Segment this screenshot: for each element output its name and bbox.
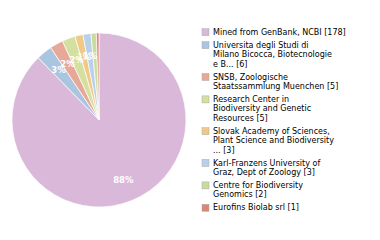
legend-item: Centre for BiodiversityGenomics [2] [202,181,303,199]
legend-label: Eurofins Biolab srl [1] [213,203,299,212]
legend-swatch [202,160,209,167]
legend-item: Slovak Academy of Sciences,Plant Science… [202,127,334,155]
pie-slice [96,33,99,120]
legend-label-line: Graz, Dept of Zoology [3] [213,168,315,177]
legend-swatch [202,128,209,135]
legend-item: Eurofins Biolab srl [1] [202,203,299,212]
legend-label: SNSB, ZoologischeStaatssammlung Muenchen… [213,73,338,91]
legend-swatch [202,29,209,36]
legend-label: Research Center inBiodiversity and Genet… [213,95,311,123]
pie-slice [12,33,186,207]
legend-label-line: Mined from GenBank, NCBI [178] [213,28,346,37]
legend-swatch [202,96,209,103]
legend-label-line: Karl-Franzens University of [213,159,320,168]
legend-swatch [202,204,209,211]
legend-item: Mined from GenBank, NCBI [178] [202,28,346,37]
legend-label: Centre for BiodiversityGenomics [2] [213,181,303,199]
legend-swatch [202,74,209,81]
data-label: 88% [113,175,134,185]
legend-label-line: Milano Bicocca, Biotecnologie [213,50,332,59]
legend-item: Universita degli Studi diMilano Bicocca,… [202,41,332,69]
legend-label: Mined from GenBank, NCBI [178] [213,28,346,37]
pie-slice [91,33,99,120]
legend-label-line: Resources [5] [213,114,268,123]
legend-label-line: Staatssammlung Muenchen [5] [213,82,338,91]
data-label: 1% [83,51,98,61]
chart: 88%3%2%2%1%1% Mined from GenBank, NCBI [1… [0,0,380,240]
legend-label-line: Centre for Biodiversity [213,181,303,190]
legend-item: SNSB, ZoologischeStaatssammlung Muenchen… [202,73,338,91]
legend-label-line: Slovak Academy of Sciences, [213,127,330,136]
legend-label-line: Research Center in [213,95,289,104]
legend-label: Slovak Academy of Sciences,Plant Science… [213,127,334,155]
pie-slice [83,33,99,120]
legend-label: Karl-Franzens University ofGraz, Dept of… [213,159,320,177]
legend-label-line: Eurofins Biolab srl [1] [213,203,299,212]
legend-label: Universita degli Studi diMilano Bicocca,… [213,41,332,69]
legend-label-line: e B... [6] [213,60,247,69]
legend-item: Karl-Franzens University ofGraz, Dept of… [202,159,320,177]
data-labels: 88%3%2%2%1%1% [51,51,134,184]
legend-label-line: SNSB, Zoologische [213,73,288,82]
legend-label-line: ... [3] [213,146,235,155]
legend-label-line: Universita degli Studi di [213,41,309,50]
legend-label-line: Genomics [2] [213,190,267,199]
legend-item: Research Center inBiodiversity and Genet… [202,95,311,123]
legend-swatch [202,42,209,49]
legend-label-line: Biodiversity and Genetic [213,104,311,113]
legend: Mined from GenBank, NCBI [178] Universita… [202,28,346,213]
pie [12,33,186,207]
legend-swatch [202,182,209,189]
legend-label-line: Plant Science and Biodiversity [213,136,334,145]
